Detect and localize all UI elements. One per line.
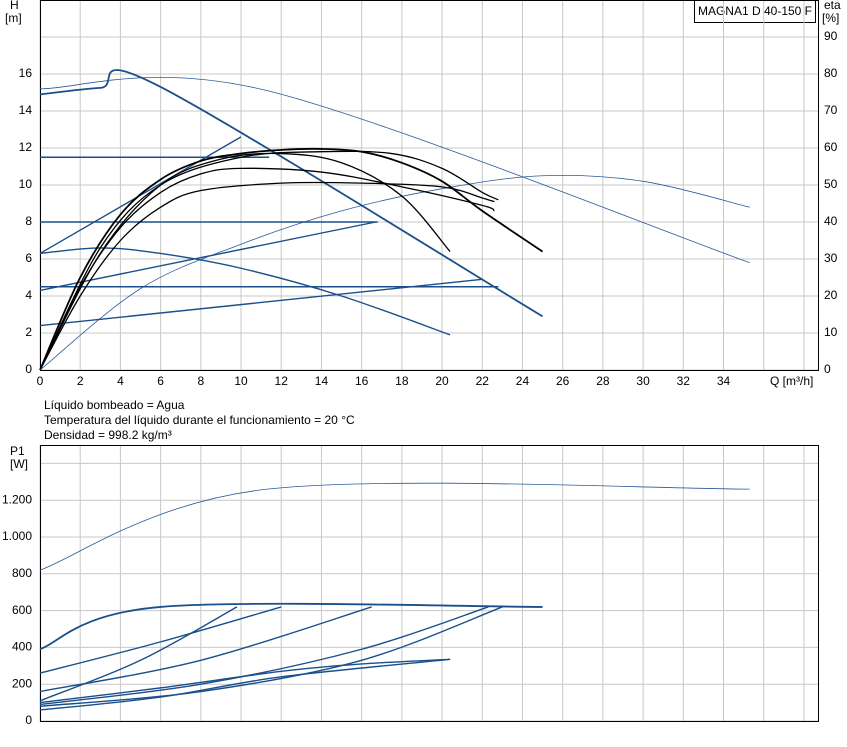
x-label: Q [m³/h]: [770, 374, 813, 388]
x-tick-label: 0: [37, 374, 44, 388]
curve: [39, 147, 544, 371]
curve: [39, 606, 503, 707]
y-tick-label: 16: [19, 66, 33, 80]
y-tick-label: 0: [25, 362, 32, 376]
curve: [39, 658, 451, 704]
y-tick-label: 400: [12, 640, 32, 654]
y-tick-label: 14: [19, 103, 33, 117]
y-label: H: [10, 0, 19, 12]
y2-tick-label: 30: [824, 251, 838, 265]
y2-tick-label: 40: [824, 214, 838, 228]
y2-tick-label: 0: [824, 362, 831, 376]
y-tick-label: 8: [25, 214, 32, 228]
y-tick-label: 6: [25, 251, 32, 265]
y-tick-label: 10: [19, 177, 33, 191]
x-tick-label: 28: [596, 374, 610, 388]
x-tick-label: 24: [516, 374, 530, 388]
y-tick-label: 12: [19, 140, 33, 154]
y-label: [W]: [10, 457, 28, 471]
curve: [39, 221, 376, 292]
y2-tick-label: 50: [824, 177, 838, 191]
x-tick-label: 18: [395, 374, 409, 388]
curve: [39, 77, 750, 264]
y-tick-label: 1.200: [2, 492, 32, 506]
x-tick-label: 14: [315, 374, 329, 388]
y2-tick-label: 20: [824, 288, 838, 302]
y-tick-label: 800: [12, 566, 32, 580]
y-tick-label: 2: [25, 325, 32, 339]
curve: [39, 482, 750, 571]
curve: [39, 278, 483, 327]
note: Densidad = 998.2 kg/m³: [44, 428, 172, 442]
curve: [39, 606, 238, 702]
y2-label: [%]: [822, 11, 839, 25]
x-tick-label: 12: [275, 374, 289, 388]
chart-title: MAGNA1 D 40-150 F: [698, 4, 812, 18]
x-tick-label: 2: [77, 374, 84, 388]
x-tick-label: 30: [636, 374, 650, 388]
x-tick-label: 26: [556, 374, 570, 388]
y2-label: eta: [824, 0, 841, 12]
curve: [39, 606, 372, 693]
x-tick-label: 10: [234, 374, 248, 388]
curve: [39, 658, 451, 711]
y-tick-label: 0: [25, 713, 32, 727]
y2-tick-label: 90: [824, 29, 838, 43]
curve: [39, 606, 282, 674]
x-tick-label: 16: [355, 374, 369, 388]
note: Líquido bombeado = Agua: [44, 398, 185, 412]
curve: [39, 150, 499, 371]
x-tick-label: 4: [117, 374, 124, 388]
x-tick-label: 20: [435, 374, 449, 388]
x-tick-label: 34: [717, 374, 731, 388]
y2-tick-label: 80: [824, 66, 838, 80]
curve: [39, 602, 543, 651]
y-tick-label: 4: [25, 288, 32, 302]
curve: [39, 181, 495, 371]
curve: [39, 69, 544, 318]
y-label: P1: [10, 444, 25, 458]
y2-tick-label: 70: [824, 103, 838, 117]
y2-tick-label: 60: [824, 140, 838, 154]
plot-frame: [40, 0, 819, 371]
curve: [39, 606, 489, 706]
x-tick-label: 8: [197, 374, 204, 388]
curve: [39, 152, 451, 371]
x-tick-label: 32: [677, 374, 691, 388]
y-label: [m]: [5, 11, 22, 25]
plot-frame: [40, 445, 819, 722]
y-tick-label: 200: [12, 676, 32, 690]
x-tick-label: 6: [157, 374, 164, 388]
x-tick-label: 22: [476, 374, 490, 388]
y-tick-label: 1.000: [2, 529, 32, 543]
y-tick-label: 600: [12, 603, 32, 617]
note: Temperatura del líquido durante el funci…: [44, 413, 355, 427]
y2-tick-label: 10: [824, 325, 838, 339]
